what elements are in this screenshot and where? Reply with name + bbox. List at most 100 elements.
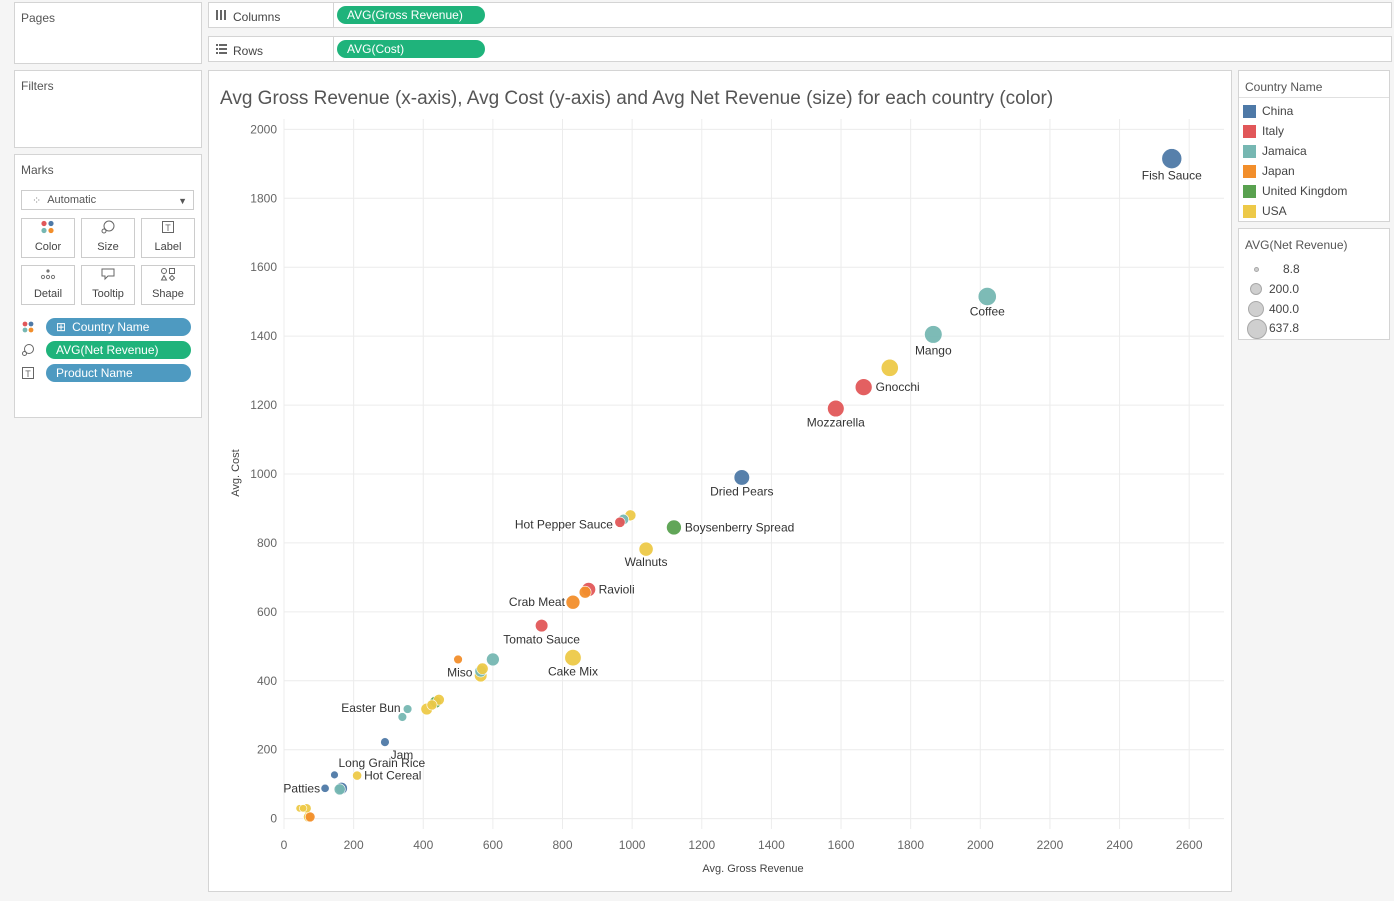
mark-type-value: Automatic: [47, 194, 97, 206]
scatter-point[interactable]: [564, 649, 582, 667]
point-label: Hot Cereal: [364, 769, 421, 783]
swatch-japan: [1243, 164, 1256, 178]
mark-field-country[interactable]: ⊞ Country Name: [21, 317, 196, 337]
gross-revenue-pill-label: AVG(Gross Revenue): [347, 8, 463, 22]
size-circle-4: [1247, 319, 1267, 339]
label-icon: T: [21, 366, 35, 380]
rows-divider: [333, 37, 334, 61]
label-button-label: Label: [154, 241, 182, 253]
cost-pill-label: AVG(Cost): [347, 42, 405, 56]
size-button[interactable]: Size: [81, 218, 135, 258]
x-tick-label: 2000: [967, 838, 994, 852]
size-circle-1: [1254, 267, 1259, 272]
pages-title: Pages: [21, 11, 56, 25]
mark-type-dropdown[interactable]: ⁘ Automatic ▼: [21, 190, 194, 210]
legend-item-italy[interactable]: Italy: [1243, 123, 1284, 139]
legend-item-jamaica[interactable]: Jamaica: [1243, 143, 1307, 159]
columns-shelf[interactable]: Columns AVG(Gross Revenue): [208, 2, 1392, 28]
cost-pill[interactable]: AVG(Cost): [337, 40, 485, 58]
tooltip-button[interactable]: Tooltip: [81, 265, 135, 305]
scatter-point[interactable]: [827, 399, 845, 418]
scatter-point[interactable]: [380, 737, 390, 747]
scatter-point[interactable]: [320, 783, 330, 793]
x-tick-label: 2200: [1037, 838, 1064, 852]
net-revenue-pill[interactable]: AVG(Net Revenue): [46, 341, 191, 359]
marks-title: Marks: [21, 163, 54, 177]
scatter-point[interactable]: [476, 662, 489, 675]
mark-type-icon: ⁘: [32, 194, 42, 207]
size-label-2: 200.0: [1269, 282, 1300, 296]
scatter-point[interactable]: [352, 770, 363, 781]
scatter-point[interactable]: [299, 804, 308, 813]
scatter-point[interactable]: [666, 519, 682, 536]
chart-grid: [283, 119, 1224, 829]
legend-label-jamaica: Jamaica: [1262, 144, 1307, 158]
scatter-point[interactable]: [1161, 148, 1183, 169]
legend-item-usa[interactable]: USA: [1243, 203, 1287, 219]
mark-field-product[interactable]: T Product Name: [21, 363, 196, 383]
columns-label: Columns: [233, 9, 281, 24]
country-name-pill-label: Country Name: [72, 320, 150, 334]
y-tick-label: 0: [270, 812, 277, 826]
detail-button[interactable]: Detail: [21, 265, 75, 305]
legend-item-japan[interactable]: Japan: [1243, 163, 1295, 179]
detail-icon: [40, 267, 56, 284]
size-label-3: 400.0: [1269, 302, 1300, 316]
size-legend-item-2: 200.0: [1243, 281, 1383, 299]
scatter-point[interactable]: [638, 541, 654, 557]
scatter-point[interactable]: [977, 287, 997, 306]
mark-field-net-revenue[interactable]: AVG(Net Revenue): [21, 340, 196, 360]
x-tick-label: 0: [281, 838, 288, 852]
y-tick-label: 2000: [250, 122, 277, 136]
legend-divider: [1239, 97, 1389, 98]
columns-icon: [215, 9, 227, 24]
scatter-point[interactable]: [304, 811, 316, 823]
columns-label-wrap: Columns: [215, 9, 280, 24]
size-icon: [100, 220, 116, 237]
rows-shelf[interactable]: Rows AVG(Cost): [208, 36, 1392, 62]
point-label: Fish Sauce: [1142, 169, 1202, 183]
point-label: Boysenberry Spread: [685, 520, 794, 534]
legend-item-china[interactable]: China: [1243, 103, 1293, 119]
y-axis-title: Avg. Cost: [230, 449, 242, 497]
shape-button-label: Shape: [152, 288, 184, 300]
scatter-point[interactable]: [535, 619, 549, 633]
chevron-down-icon: ▼: [178, 196, 187, 206]
legend-label-japan: Japan: [1262, 164, 1295, 178]
point-label: Tomato Sauce: [503, 633, 580, 647]
scatter-point[interactable]: [578, 585, 592, 599]
y-tick-label: 800: [257, 536, 277, 550]
shape-icon: [160, 267, 176, 284]
svg-text:T: T: [25, 369, 31, 379]
detail-button-label: Detail: [33, 288, 63, 300]
scatter-point[interactable]: [880, 358, 899, 377]
scatter-point[interactable]: [453, 654, 463, 665]
scatter-point[interactable]: [854, 378, 873, 396]
scatter-point[interactable]: [614, 516, 626, 528]
scatter-point[interactable]: [330, 770, 339, 780]
product-name-pill-label: Product Name: [56, 366, 133, 380]
scatter-point[interactable]: [733, 469, 750, 486]
scatter-point[interactable]: [426, 699, 438, 711]
pages-shelf[interactable]: Pages: [14, 2, 202, 64]
size-circle-3: [1248, 301, 1264, 317]
color-button[interactable]: Color: [21, 218, 75, 258]
scatter-point[interactable]: [486, 652, 500, 667]
scatter-point[interactable]: [565, 594, 581, 610]
scatter-point[interactable]: [402, 704, 413, 714]
filters-shelf[interactable]: Filters: [14, 70, 202, 148]
scatter-point[interactable]: [924, 325, 943, 344]
svg-text:T: T: [165, 223, 171, 233]
country-name-pill[interactable]: ⊞ Country Name: [46, 318, 191, 336]
color-icon: [21, 320, 35, 334]
label-button[interactable]: T Label: [141, 218, 195, 258]
legend-item-united-kingdom[interactable]: United Kingdom: [1243, 183, 1347, 199]
scatter-point[interactable]: [333, 783, 346, 796]
gross-revenue-pill[interactable]: AVG(Gross Revenue): [337, 6, 485, 24]
scatter-point[interactable]: [397, 712, 408, 722]
x-tick-label: 200: [344, 838, 364, 852]
product-name-pill[interactable]: Product Name: [46, 364, 191, 382]
chart-labels: Fish Sauce Coffee Mango Gnocchi Mozzarella Dr…: [283, 169, 1202, 796]
net-revenue-pill-label: AVG(Net Revenue): [56, 343, 159, 357]
shape-button[interactable]: Shape: [141, 265, 195, 305]
